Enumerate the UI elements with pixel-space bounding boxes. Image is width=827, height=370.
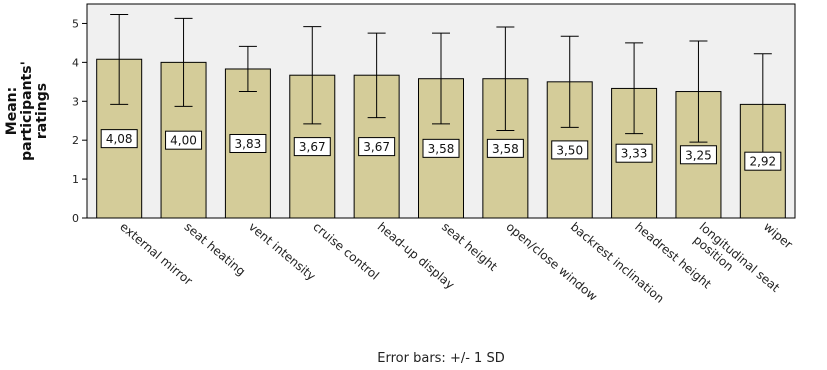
x-tick-label: seat heating [182,220,249,279]
error-bar [432,32,450,125]
y-axis-label-line: ratings [34,83,50,139]
value-labels: 4,08 4,00 3,83 3,67 3,67 3,58 3,58 3,50 3,33 3,25… [100,129,782,171]
value-label: 2,92 [744,151,782,171]
value-label-text: 4,08 [106,132,133,146]
value-label: 3,58 [422,138,460,158]
x-tick-label: vent intensity [246,220,318,284]
error-bar [625,42,644,135]
value-label: 3,83 [229,133,267,153]
value-label: 4,08 [100,129,138,149]
value-label-text: 2,92 [749,155,776,169]
value-label-text: 3,67 [363,140,390,154]
value-label-text: 3,83 [235,137,262,151]
y-axis-label-line: participants' [19,61,35,161]
y-axis-label-line: Mean: [4,87,20,135]
error-bar [560,35,579,128]
value-label: 3,33 [615,143,653,163]
value-label: 3,67 [358,137,396,157]
value-label: 3,58 [486,138,524,158]
x-tick-label: seat height [439,220,500,274]
value-label-text: 3,25 [685,148,712,162]
value-label-text: 3,58 [428,142,455,156]
y-axis: 0 1 2 3 4 5 [72,4,88,225]
error-bar [238,45,257,93]
value-label-text: 3,67 [299,140,326,154]
x-tick-label: cruise control [310,220,381,283]
error-bar [303,26,322,125]
y-tick-label: 0 [72,212,79,225]
value-label: 4,00 [165,130,203,150]
y-tick-label: 1 [72,173,79,186]
error-bar [367,32,386,119]
value-label: 3,67 [293,137,331,157]
value-label: 3,50 [551,140,589,160]
value-label-text: 3,33 [621,147,648,161]
y-tick-label: 2 [72,134,79,147]
value-label: 3,25 [679,145,717,165]
error-bar [496,26,515,131]
error-bar [689,40,708,143]
value-label-text: 3,50 [556,143,583,157]
y-tick-label: 4 [72,56,79,69]
y-tick-label: 3 [72,95,79,108]
value-label-text: 4,00 [170,134,197,148]
error-bar-footnote: Error bars: +/- 1 SD [377,351,504,366]
error-bar [110,14,129,105]
error-bar [174,17,193,107]
y-tick-label: 5 [72,17,79,30]
x-tick-label: wiper [761,220,795,252]
error-bars [110,14,772,156]
y-axis-label: Mean:participants'ratings [4,61,50,161]
value-label-text: 3,58 [492,142,519,156]
